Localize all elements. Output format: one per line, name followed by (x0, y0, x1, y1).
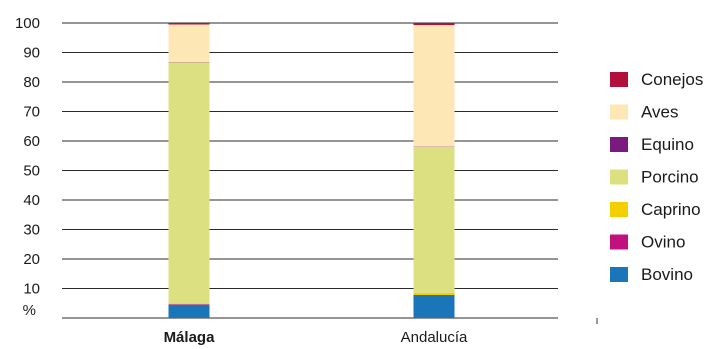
bar-segment-conejos (168, 23, 210, 25)
y-axis-ticks: 10 20 30 40 50 60 70 80 90 100% (15, 15, 40, 319)
legend-swatch (610, 267, 628, 282)
bar-segment-porcino (413, 146, 455, 293)
y-tick-label: 10 (23, 281, 40, 298)
bars (168, 23, 455, 318)
y-tick-label: 90 (23, 45, 40, 62)
legend-label: Caprino (641, 200, 701, 219)
bar-segment-conejos (413, 23, 455, 26)
y-tick-label: 50 (23, 163, 40, 180)
legend-item-caprino: Caprino (610, 200, 701, 219)
legend-swatch (610, 104, 628, 120)
legend-swatch (610, 169, 628, 185)
bar-segment-aves (413, 25, 455, 147)
bar-segment-bovino (413, 295, 455, 318)
y-tick-label: 30 (23, 222, 40, 239)
x-axis-labels: Málaga Andalucía (164, 329, 468, 346)
y-tick-label: 100 (15, 15, 40, 32)
bar-segment-caprino (413, 292, 455, 295)
y-tick-label: 70 (23, 104, 40, 121)
legend-swatch (610, 72, 628, 87)
legend-swatch (610, 202, 628, 217)
y-tick-label: 80 (23, 74, 40, 91)
legend-swatch (610, 234, 628, 250)
legend-label: Porcino (641, 168, 699, 187)
legend-item-aves: Aves (610, 103, 679, 122)
bar-segment-caprino (168, 303, 210, 305)
legend: Conejos Aves Equino Porcino Caprino Ovino Bovi… (610, 70, 703, 284)
legend-label: Bovino (641, 265, 693, 284)
grid-lines (62, 22, 558, 319)
legend-label: Equino (641, 135, 694, 154)
bar-segment-porcino (168, 62, 210, 304)
legend-item-ovino: Ovino (610, 233, 685, 252)
y-tick-label: 40 (23, 192, 40, 209)
y-axis-unit-label: % (23, 302, 36, 319)
x-category-label: Andalucía (401, 329, 468, 346)
bar-segment-ovino (168, 304, 210, 305)
legend-swatch (610, 137, 628, 152)
legend-label: Ovino (641, 233, 685, 252)
legend-label: Conejos (641, 70, 703, 89)
legend-item-conejos: Conejos (610, 70, 703, 89)
legend-item-porcino: Porcino (610, 168, 699, 187)
y-tick-label: 60 (23, 133, 40, 150)
legend-item-bovino: Bovino (610, 265, 693, 284)
bar-segment-ovino (413, 294, 455, 296)
x-category-label: Málaga (164, 329, 216, 346)
legend-item-equino: Equino (610, 135, 694, 154)
y-tick-label: 20 (23, 251, 40, 268)
bar-segment-bovino (168, 304, 210, 318)
legend-label: Aves (641, 103, 679, 122)
bar-segment-aves (168, 24, 210, 62)
